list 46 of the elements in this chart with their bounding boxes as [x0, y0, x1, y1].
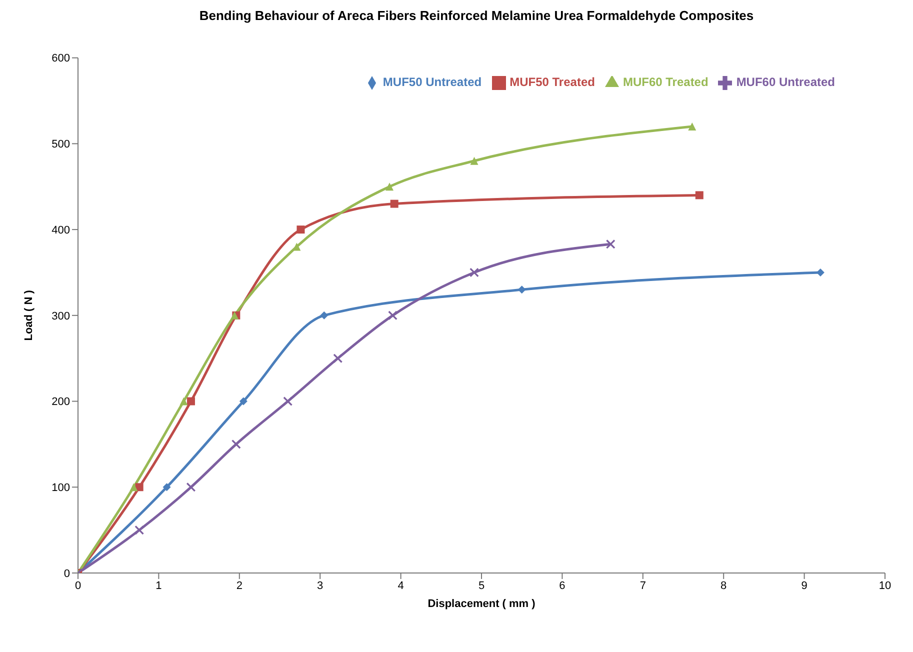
point — [296, 226, 305, 234]
point — [232, 440, 241, 449]
point — [130, 483, 138, 492]
x-tick-label: 7 — [640, 580, 646, 592]
x-tick-label: 5 — [478, 580, 485, 592]
point — [186, 482, 196, 492]
y-tick-label: 600 — [52, 52, 70, 65]
x-tick-label: 1 — [156, 580, 162, 592]
x-tick-label: 9 — [801, 580, 808, 592]
point — [518, 286, 526, 294]
y-axis-title: Load ( N ) — [22, 290, 35, 341]
y-tick-label: 200 — [52, 396, 70, 408]
point — [180, 397, 188, 406]
legend-label: MUF50 Treated — [510, 75, 595, 89]
point — [186, 397, 195, 406]
x-axis-title: Displacement ( mm ) — [428, 598, 536, 610]
y-tick-label: 0 — [64, 568, 70, 580]
point — [688, 122, 696, 131]
y-tick-label: 400 — [52, 224, 70, 236]
point — [162, 483, 171, 492]
y-tick-label: 300 — [52, 310, 70, 322]
x-tick-label: 10 — [878, 580, 892, 592]
point — [386, 182, 394, 191]
point — [320, 311, 328, 320]
point — [695, 191, 704, 200]
legend-label: MUF50 Untreated — [382, 75, 482, 89]
point — [135, 483, 144, 492]
point — [388, 310, 398, 320]
point — [606, 240, 616, 249]
point — [283, 396, 292, 406]
x-tick-label: 4 — [398, 580, 404, 592]
x-tick-label: 8 — [720, 580, 727, 592]
point — [134, 526, 144, 535]
chart-title: Bending Behaviour of Areca Fibers Reinforced Melamine Urea Formaldehyde Composites — [198, 8, 755, 23]
legend-label: MUF60 Treated — [622, 75, 708, 89]
x-tick-label: 0 — [74, 580, 82, 592]
point — [239, 397, 248, 406]
point — [470, 156, 478, 165]
x-tick-label: 3 — [317, 580, 324, 592]
y-tick-label: 500 — [52, 138, 70, 151]
point — [333, 354, 342, 363]
legend-label: MUF60 Untreated — [736, 75, 835, 89]
x-tick-label: 2 — [236, 580, 242, 592]
x-tick-label: 6 — [559, 580, 566, 592]
point — [390, 200, 398, 208]
y-tick-label: 100 — [52, 482, 70, 494]
